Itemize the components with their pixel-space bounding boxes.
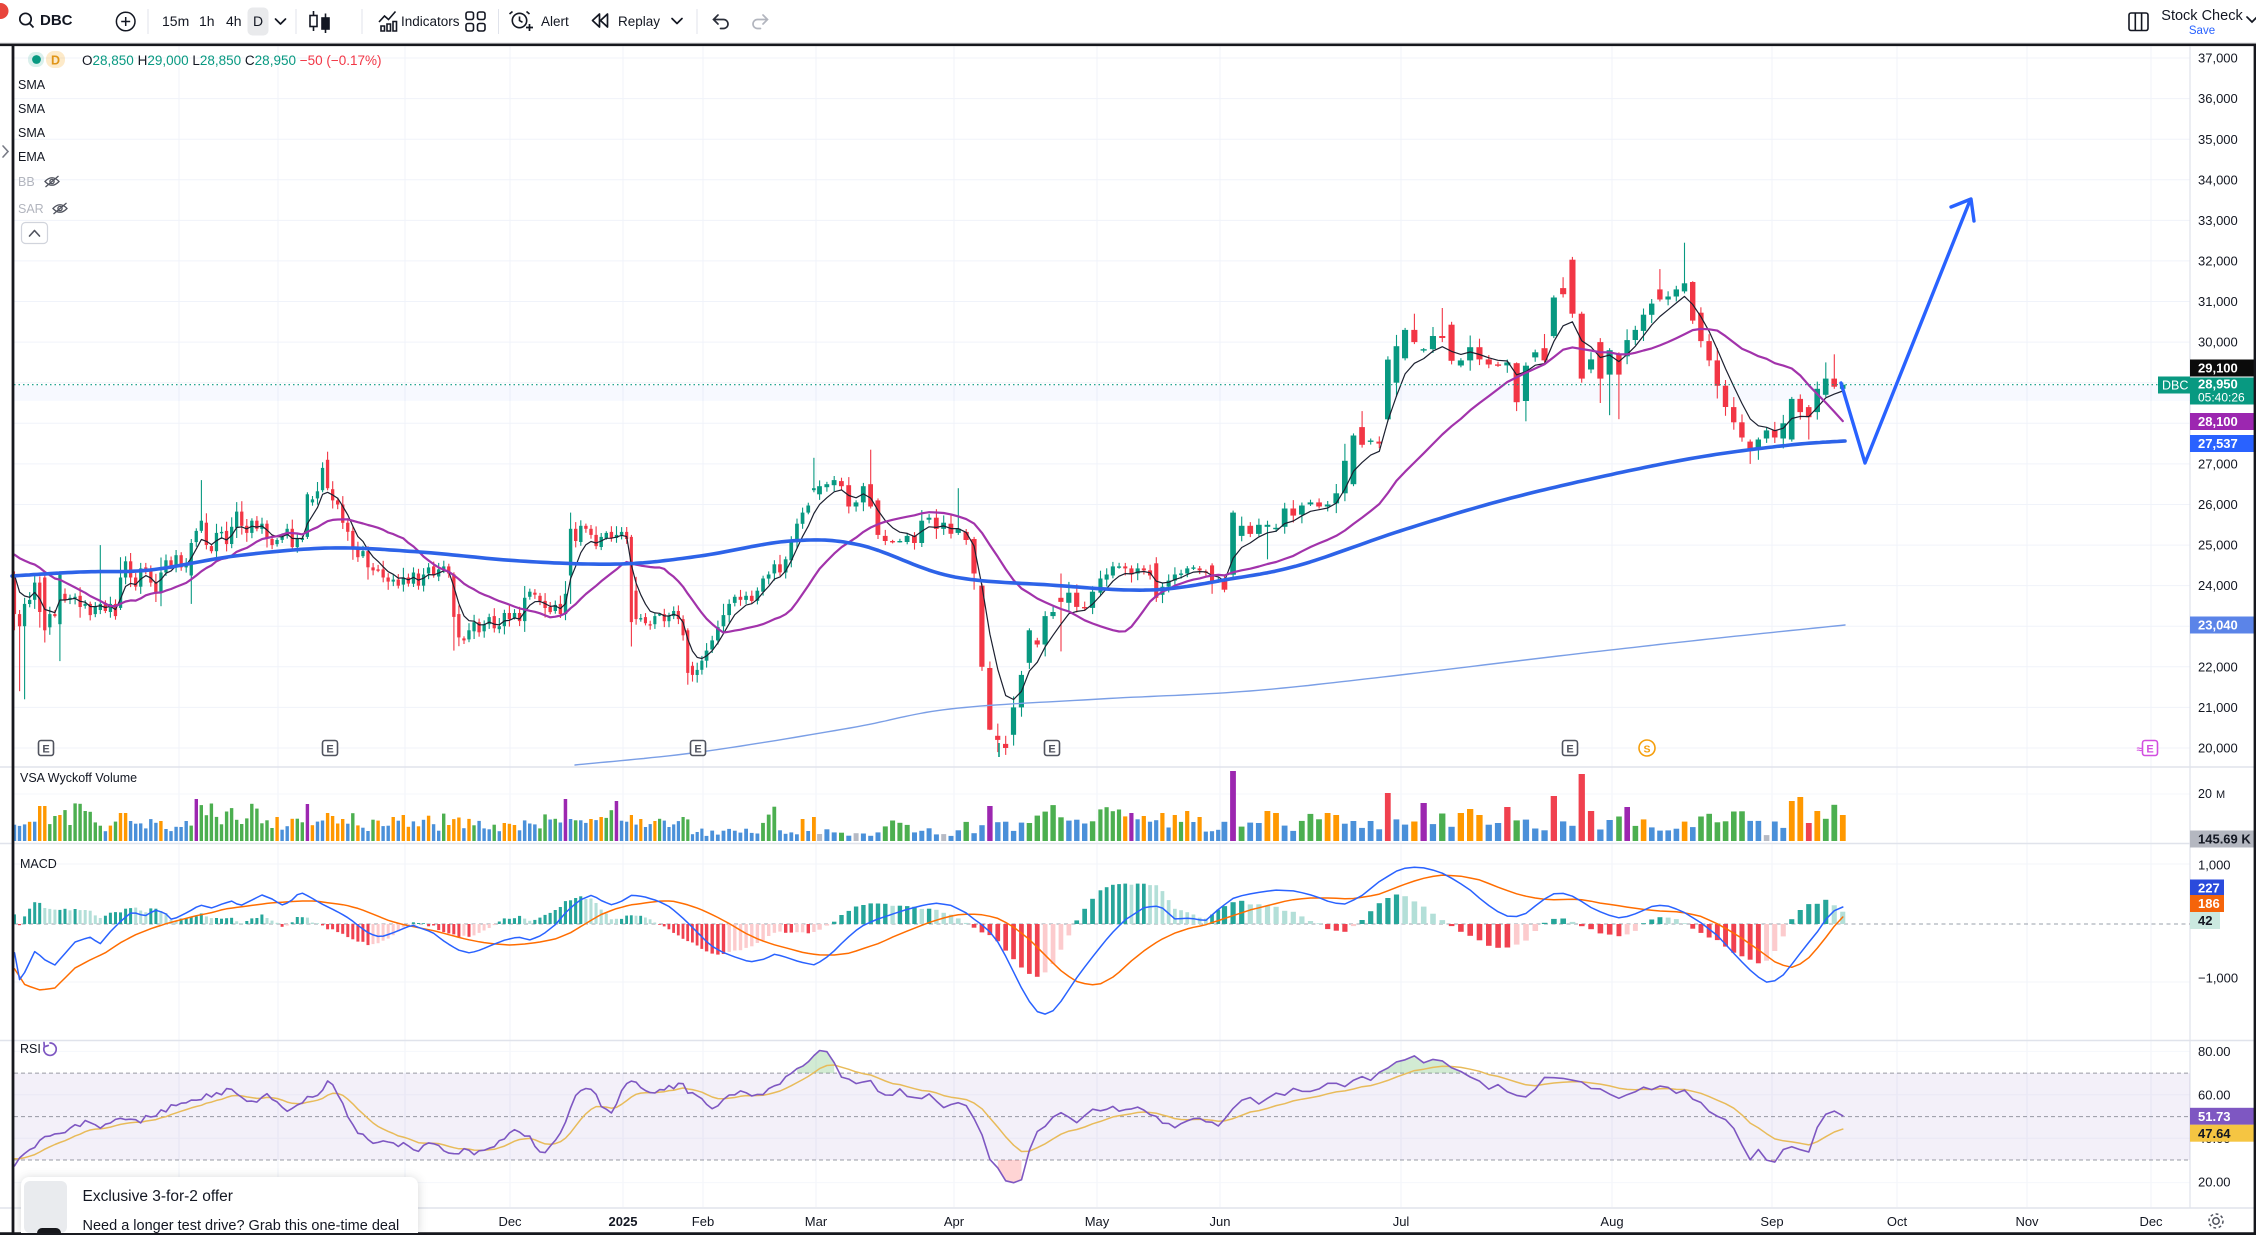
svg-text:Dec: Dec — [2139, 1214, 2163, 1229]
svg-text:RSI: RSI — [20, 1042, 41, 1056]
svg-text:SMA: SMA — [18, 102, 46, 116]
svg-text:37,000: 37,000 — [2198, 51, 2238, 66]
svg-text:29,100: 29,100 — [2198, 361, 2238, 376]
svg-text:23,040: 23,040 — [2198, 618, 2238, 633]
svg-text:Dec: Dec — [498, 1214, 522, 1229]
svg-text:Feb: Feb — [692, 1214, 714, 1229]
svg-text:20: 20 — [2198, 787, 2212, 801]
svg-text:21,000: 21,000 — [2198, 700, 2238, 715]
svg-text:Sep: Sep — [1760, 1214, 1783, 1229]
svg-text:D: D — [51, 54, 60, 68]
svg-text:27,000: 27,000 — [2198, 457, 2238, 472]
svg-text:31,000: 31,000 — [2198, 294, 2238, 309]
svg-text:BB: BB — [18, 175, 35, 189]
svg-text:≈: ≈ — [2137, 745, 2143, 756]
svg-text:Jul: Jul — [1393, 1214, 1410, 1229]
svg-text:36,000: 36,000 — [2198, 91, 2238, 106]
svg-text:05:40:26: 05:40:26 — [2198, 391, 2245, 405]
svg-text:32,000: 32,000 — [2198, 254, 2238, 269]
svg-text:E: E — [694, 743, 701, 755]
svg-text:MACD: MACD — [20, 857, 57, 871]
svg-text:SMA: SMA — [18, 78, 46, 92]
svg-text:SAR: SAR — [18, 202, 44, 216]
svg-text:M: M — [2216, 789, 2225, 801]
svg-text:28,100: 28,100 — [2198, 414, 2238, 429]
svg-text:VSA Wyckoff Volume: VSA Wyckoff Volume — [20, 771, 137, 785]
svg-text:2025: 2025 — [609, 1214, 638, 1229]
svg-text:25,000: 25,000 — [2198, 538, 2238, 553]
svg-text:186: 186 — [2198, 896, 2220, 911]
svg-text:−1,000: −1,000 — [2198, 971, 2238, 986]
svg-text:60.00: 60.00 — [2198, 1087, 2231, 1102]
svg-text:42: 42 — [2198, 913, 2212, 928]
svg-text:33,000: 33,000 — [2198, 213, 2238, 228]
svg-text:26,000: 26,000 — [2198, 497, 2238, 512]
svg-text:SMA: SMA — [18, 126, 46, 140]
svg-text:Mar: Mar — [805, 1214, 828, 1229]
svg-text:Apr: Apr — [944, 1214, 965, 1229]
svg-text:227: 227 — [2198, 881, 2220, 896]
svg-text:May: May — [1085, 1214, 1110, 1229]
svg-text:Aug: Aug — [1600, 1214, 1623, 1229]
svg-text:27,537: 27,537 — [2198, 436, 2238, 451]
svg-text:1,000: 1,000 — [2198, 858, 2231, 873]
svg-text:E: E — [42, 743, 49, 755]
svg-text:51.73: 51.73 — [2198, 1109, 2231, 1124]
svg-text:Jun: Jun — [1210, 1214, 1231, 1229]
svg-text:S: S — [1643, 743, 1650, 755]
svg-text:30,000: 30,000 — [2198, 335, 2238, 350]
svg-text:35,000: 35,000 — [2198, 132, 2238, 147]
svg-text:E: E — [1048, 743, 1055, 755]
svg-text:Oct: Oct — [1887, 1214, 1908, 1229]
svg-text:E: E — [1566, 743, 1573, 755]
svg-text:O28,850 H29,000 L28,850 C28,95: O28,850 H29,000 L28,850 C28,950 −50 (−0.… — [82, 53, 382, 68]
svg-text:24,000: 24,000 — [2198, 578, 2238, 593]
svg-text:E: E — [2146, 743, 2153, 755]
svg-text:145.69 K: 145.69 K — [2198, 832, 2251, 847]
svg-text:28,950: 28,950 — [2198, 377, 2238, 392]
svg-text:80.00: 80.00 — [2198, 1044, 2231, 1059]
svg-text:20.00: 20.00 — [2198, 1174, 2231, 1189]
svg-text:EMA: EMA — [18, 150, 46, 164]
svg-text:34,000: 34,000 — [2198, 172, 2238, 187]
svg-text:DBC: DBC — [2162, 378, 2188, 392]
svg-text:47.64: 47.64 — [2198, 1126, 2231, 1141]
svg-text:Nov: Nov — [2015, 1214, 2039, 1229]
svg-text:20,000: 20,000 — [2198, 741, 2238, 756]
svg-text:E: E — [326, 743, 333, 755]
svg-text:22,000: 22,000 — [2198, 659, 2238, 674]
